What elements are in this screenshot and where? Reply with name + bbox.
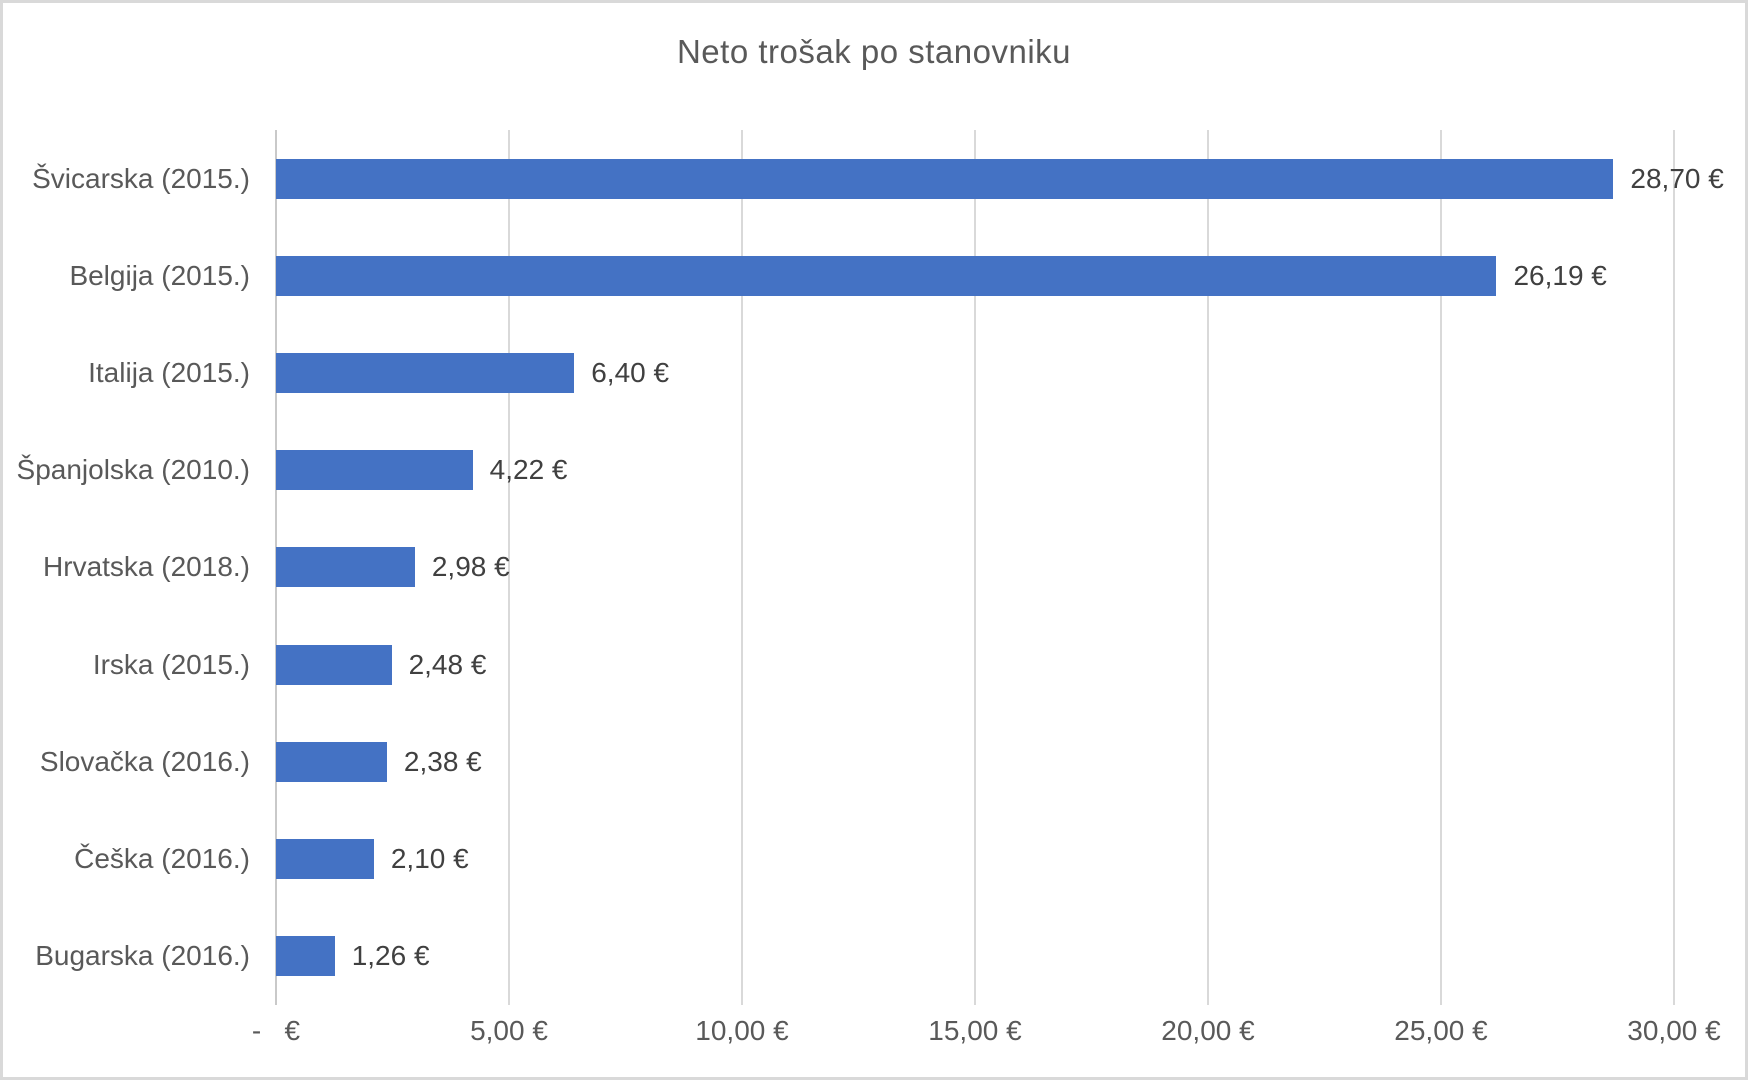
plot-area: 28,70 € 26,19 € 6,40 € 4,22 € 2,98 € 2,48 € 2,… <box>275 130 1724 1005</box>
bar <box>276 158 1614 199</box>
bar-row: 26,19 € <box>276 227 1674 324</box>
value-axis: - € 5,00 € 10,00 € 15,00 € 20,00 € 25,00 € 30,… <box>3 1015 1745 1055</box>
bar <box>276 353 575 394</box>
value-label: 28,70 € <box>1630 162 1724 194</box>
bar <box>276 741 387 782</box>
bar-row: 1,26 € <box>276 908 1674 1005</box>
gridline <box>1440 130 1442 1005</box>
bar-row: 28,70 € <box>276 130 1724 227</box>
category-label: Irska (2015.) <box>92 648 250 680</box>
category-label: Švicarska (2015.) <box>32 162 250 194</box>
category-row: Hrvatska (2018.) <box>3 519 276 616</box>
value-label: 2,10 € <box>390 843 469 875</box>
value-label: 2,38 € <box>403 745 482 777</box>
category-row: Bugarska (2016.) <box>3 908 276 1005</box>
gridline <box>1207 130 1209 1005</box>
value-label: 2,98 € <box>431 551 510 583</box>
chart-title: Neto trošak po stanovniku <box>676 33 1072 70</box>
category-label: Češka (2016.) <box>74 843 250 875</box>
x-tick-label: 30,00 € <box>1627 1015 1721 1046</box>
bar-row: 6,40 € <box>276 324 1674 421</box>
bar <box>276 255 1497 296</box>
category-row: Španjolska (2010.) <box>3 422 276 519</box>
value-label: 6,40 € <box>591 357 670 389</box>
x-tick-label: 25,00 € <box>1394 1015 1488 1046</box>
gridline <box>974 130 976 1005</box>
x-tick-label: 15,00 € <box>928 1015 1022 1046</box>
category-row: Italija (2015.) <box>3 324 276 421</box>
gridline <box>1673 130 1675 1005</box>
bar <box>276 839 374 880</box>
category-label: Bugarska (2016.) <box>35 940 250 972</box>
bar-row: 4,22 € <box>276 422 1674 519</box>
bar-row: 2,10 € <box>276 811 1674 908</box>
x-tick-label: - € <box>251 1015 301 1046</box>
category-row: Švicarska (2015.) <box>3 130 276 227</box>
x-tick-label: 5,00 € <box>470 1015 548 1046</box>
gridline <box>508 130 510 1005</box>
bar <box>276 644 392 685</box>
category-label: Španjolska (2010.) <box>16 454 250 486</box>
value-label: 2,48 € <box>408 648 487 680</box>
category-row: Slovačka (2016.) <box>3 713 276 810</box>
category-row: Irska (2015.) <box>3 616 276 713</box>
category-label: Italija (2015.) <box>88 357 250 389</box>
category-label: Slovačka (2016.) <box>39 745 250 777</box>
gridline <box>741 130 743 1005</box>
bar <box>276 450 473 491</box>
value-label: 1,26 € <box>351 940 430 972</box>
value-label: 26,19 € <box>1513 259 1607 291</box>
category-label: Hrvatska (2018.) <box>43 551 250 583</box>
bar <box>276 936 335 977</box>
x-tick-label: 20,00 € <box>1161 1015 1255 1046</box>
category-row: Belgija (2015.) <box>3 227 276 324</box>
bar-row: 2,38 € <box>276 713 1674 810</box>
bar <box>276 547 415 588</box>
category-row: Češka (2016.) <box>3 811 276 908</box>
category-label: Belgija (2015.) <box>69 259 250 291</box>
value-label: 4,22 € <box>489 454 568 486</box>
category-axis: Švicarska (2015.) Belgija (2015.) Italija … <box>3 130 276 1005</box>
bar-row: 2,98 € <box>276 519 1674 616</box>
bar-row: 2,48 € <box>276 616 1674 713</box>
x-tick-label: 10,00 € <box>695 1015 789 1046</box>
